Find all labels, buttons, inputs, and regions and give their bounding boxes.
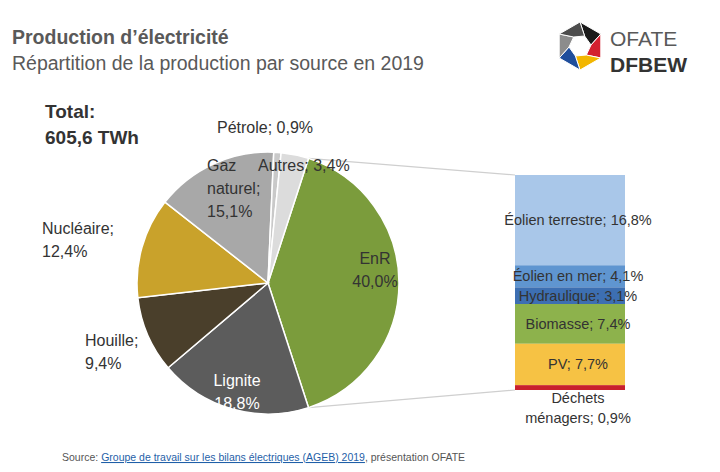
bar-label-category-line: Biomasse;: [526, 316, 594, 332]
pie: [137, 152, 399, 414]
pie-label-value: 12,4%: [42, 243, 87, 260]
bar-label-category-line: Éolien terrestre;: [504, 212, 606, 228]
pie-label-value: 18,8%: [214, 395, 259, 412]
pie-label-value: 3,4%: [313, 157, 349, 174]
pie-label-category: Nucléaire;: [42, 220, 114, 237]
source-prefix: Source:: [62, 451, 98, 463]
bar-label-category-line: ménagers;: [525, 410, 594, 426]
logo-text: DFBEW: [610, 53, 687, 76]
bar-label-category: Éolien en mer;: [513, 268, 607, 284]
bar-label-value: 7,7%: [575, 356, 608, 372]
logo-shape: [559, 22, 584, 37]
logo: OFATE DFBEW: [559, 22, 687, 76]
pie-label-category: Houille;: [85, 332, 138, 349]
source-link[interactable]: Groupe de travail sur les bilans électri…: [101, 451, 365, 463]
bar-label-category: Éolien terrestre;: [504, 212, 606, 228]
total-label: Total:: [45, 101, 95, 122]
pie-label-category-line: Pétrole;: [217, 119, 272, 136]
bar-segment: [515, 344, 625, 385]
source: Source:Groupe de travail sur les bilans …: [62, 451, 465, 463]
bar-label-category-line: Éolien en mer;: [513, 268, 607, 284]
pie-label-value: 15,1%: [207, 203, 252, 220]
pie-label-category-line: naturel;: [207, 180, 260, 197]
logo-text: OFATE: [610, 27, 677, 50]
subtitle: Répartition de la production par source …: [12, 52, 424, 74]
pie-label-category-line: Gaz: [207, 157, 236, 174]
total-value: 605,6 TWh: [45, 127, 139, 148]
pie-label-category: Pétrole;: [217, 119, 272, 136]
chart-root: Production d’électricité Répartition de l…: [0, 0, 720, 472]
pie-label-value: 40,0%: [352, 273, 397, 290]
bar-label-value: 0,9%: [598, 410, 631, 426]
bar-label-value: 16,8%: [611, 212, 652, 228]
pie-label-category: Lignite: [213, 372, 260, 389]
bar-label-category: Hydraulique;: [519, 288, 600, 304]
pie-label-category-line: Lignite: [213, 372, 260, 389]
pie-label-category: Gaz naturel;: [207, 157, 260, 197]
bar-label-category: Déchets ménagers;: [525, 390, 604, 426]
bar-label-category-line: Hydraulique;: [519, 288, 600, 304]
logo-shape: [586, 34, 601, 58]
bar-label-value: 4,1%: [610, 268, 643, 284]
source-suffix: , présentation OFATE: [365, 451, 465, 463]
bar-label-value: 3,1%: [604, 288, 637, 304]
bar-labels: Éolien terrestre; 16,8% Éolien en mer;4,1%…: [504, 212, 652, 426]
pie-label-value: 0,9%: [277, 119, 313, 136]
bar-label-category-line: PV;: [548, 356, 571, 372]
bar-label-category: PV;: [548, 356, 571, 372]
pie-label-category: EnR: [359, 250, 390, 267]
pie-label-value: 9,4%: [85, 355, 121, 372]
bar-label-category: Biomasse;: [526, 316, 594, 332]
title: Production d’électricité: [12, 26, 229, 48]
pie-label-category-line: Nucléaire;: [42, 220, 114, 237]
pie-label-category: Autres;: [258, 157, 309, 174]
bar-label-value: 7,4%: [597, 316, 630, 332]
bar-label-category-line: Déchets: [551, 390, 604, 406]
pie-label-category-line: Houille;: [85, 332, 138, 349]
pie-label-category-line: EnR: [359, 250, 390, 267]
logo-shape: [559, 34, 574, 58]
pie-labels: EnR 40,0% Lignite 18,8% Houille; 9,4% Nucléair…: [42, 119, 398, 412]
pie-label-category-line: Autres;: [258, 157, 309, 174]
